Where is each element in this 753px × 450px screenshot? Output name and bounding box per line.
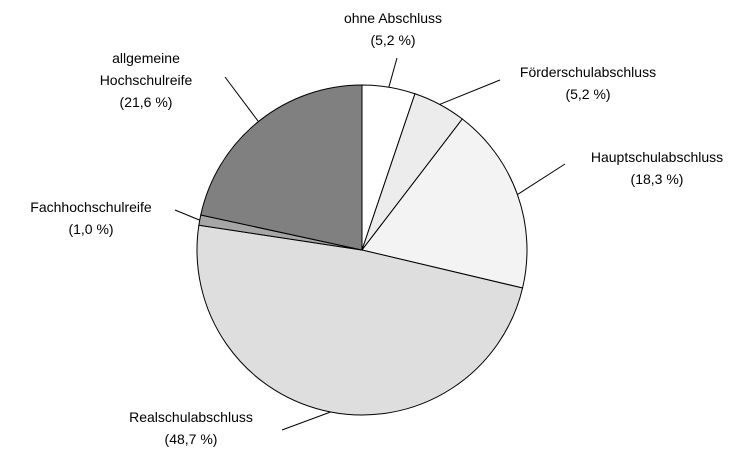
leader-line [224,76,259,122]
slice-name: Realschulabschluss [129,409,253,425]
slice-label: Fachhochschulreife (1,0 %) [11,196,171,240]
slice-name: Fachhochschulreife [30,199,152,215]
pie-slice [200,84,363,251]
slice-name: Förderschulabschluss [519,64,657,80]
slice-value-label: (5,2 %) [565,86,611,102]
leader-line [517,163,566,196]
slice-label: Hauptschulabschluss (18,3 %) [567,146,747,190]
leader-line [439,79,501,105]
leader-line [174,209,200,221]
slice-name: ohne Abschluss [343,10,443,26]
slice-label: Realschulabschluss (48,7 %) [101,406,281,450]
slice-name: allgemeine Hochschulreife [99,50,193,88]
slice-value-label: (5,2 %) [370,32,416,48]
slice-label: ohne Abschluss (5,2 %) [313,7,473,51]
slice-value-label: (1,0 %) [68,221,114,237]
pie-slice [361,118,528,289]
slice-label: Förderschulabschluss (5,2 %) [498,61,678,105]
slice-value-label: (18,3 %) [630,171,684,187]
slice-name: Hauptschulabschluss [590,149,724,165]
leader-line [388,57,398,88]
slice-label: allgemeine Hochschulreife (21,6 %) [86,47,206,113]
leader-line [281,411,331,431]
slice-value-label: (21,6 %) [119,94,173,110]
slice-value-label: (48,7 %) [164,431,218,447]
